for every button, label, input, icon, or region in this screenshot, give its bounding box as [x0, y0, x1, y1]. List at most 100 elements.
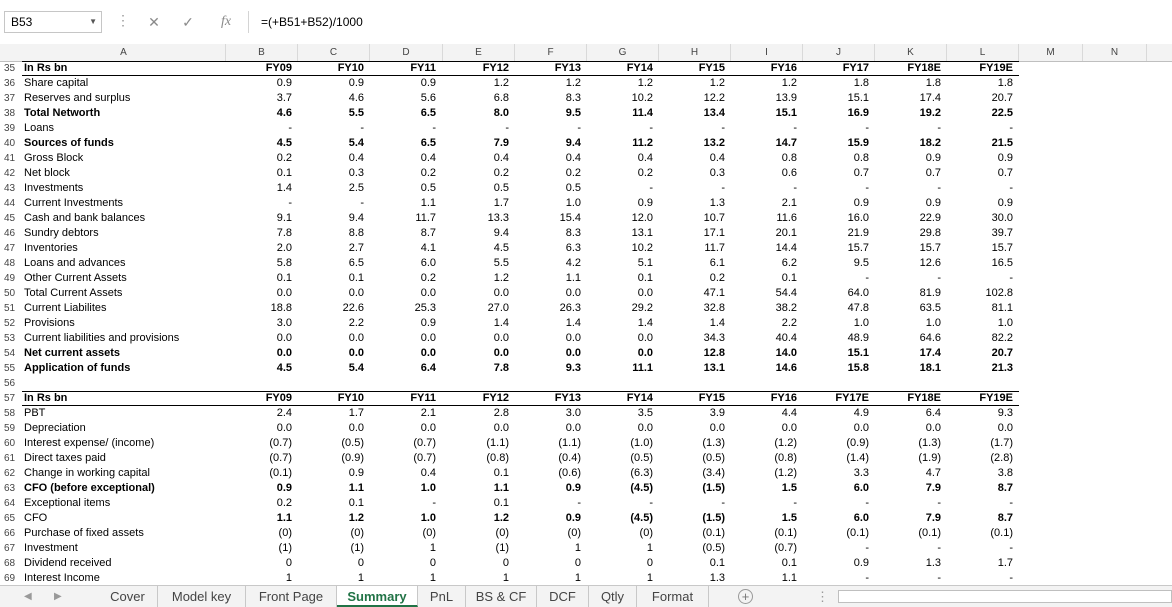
- value-cell[interactable]: 4.6: [276, 107, 292, 119]
- value-cell[interactable]: 18.1: [919, 362, 941, 374]
- value-cell[interactable]: (1.9): [918, 452, 941, 464]
- value-cell[interactable]: 0.9: [348, 77, 364, 89]
- value-cell[interactable]: 0.9: [348, 467, 364, 479]
- row-label-cell[interactable]: Inventories: [24, 242, 78, 254]
- value-cell[interactable]: -: [721, 122, 725, 134]
- value-cell[interactable]: 1.0: [565, 197, 581, 209]
- value-cell[interactable]: -: [288, 122, 292, 134]
- value-cell[interactable]: 2.1: [420, 407, 436, 419]
- value-cell[interactable]: 1.1: [276, 512, 292, 524]
- value-cell[interactable]: 0.4: [420, 152, 436, 164]
- value-cell[interactable]: 0.0: [420, 332, 436, 344]
- row-number[interactable]: 40: [4, 138, 16, 149]
- value-cell[interactable]: 1.2: [637, 77, 653, 89]
- value-cell[interactable]: 40.4: [775, 332, 797, 344]
- value-cell[interactable]: FY12: [482, 392, 509, 404]
- value-cell[interactable]: 8.8: [348, 227, 364, 239]
- value-cell[interactable]: -: [721, 497, 725, 509]
- value-cell[interactable]: 1.1: [348, 482, 364, 494]
- value-cell[interactable]: 1.1: [565, 272, 581, 284]
- value-cell[interactable]: (1): [495, 542, 509, 554]
- row-label-cell[interactable]: Investment: [24, 542, 78, 554]
- value-cell[interactable]: 1.0: [853, 317, 869, 329]
- value-cell[interactable]: 0.0: [276, 287, 292, 299]
- value-cell[interactable]: (1.2): [774, 437, 797, 449]
- row-number[interactable]: 37: [4, 93, 16, 104]
- value-cell[interactable]: 2.4: [276, 407, 292, 419]
- value-cell[interactable]: -: [360, 122, 364, 134]
- value-cell[interactable]: -: [288, 197, 292, 209]
- value-cell[interactable]: 0.6: [781, 167, 797, 179]
- value-cell[interactable]: 9.4: [348, 212, 364, 224]
- value-cell[interactable]: 1.4: [709, 317, 725, 329]
- row-number[interactable]: 42: [4, 168, 16, 179]
- value-cell[interactable]: 17.4: [919, 347, 941, 359]
- value-cell[interactable]: -: [432, 497, 436, 509]
- value-cell[interactable]: 8.7: [997, 482, 1013, 494]
- column-header-f[interactable]: F: [515, 44, 587, 61]
- value-cell[interactable]: 14.7: [775, 137, 797, 149]
- value-cell[interactable]: 0.0: [637, 347, 653, 359]
- value-cell[interactable]: FY10: [337, 62, 364, 74]
- value-cell[interactable]: 1.8: [925, 77, 941, 89]
- value-cell[interactable]: 0.0: [276, 347, 292, 359]
- value-cell[interactable]: 9.4: [493, 227, 509, 239]
- more-options-icon[interactable]: ⋮: [116, 12, 130, 28]
- value-cell[interactable]: 64.6: [919, 332, 941, 344]
- value-cell[interactable]: 0.4: [565, 152, 581, 164]
- value-cell[interactable]: 21.5: [991, 137, 1013, 149]
- row-label-cell[interactable]: Net current assets: [24, 347, 120, 359]
- value-cell[interactable]: 4.9: [853, 407, 869, 419]
- value-cell[interactable]: (0.5): [630, 452, 653, 464]
- column-header-m[interactable]: M: [1019, 44, 1083, 61]
- tab-front-page[interactable]: Front Page: [246, 586, 337, 607]
- value-cell[interactable]: 3.0: [565, 407, 581, 419]
- column-header-d[interactable]: D: [370, 44, 443, 61]
- value-cell[interactable]: -: [937, 572, 941, 584]
- value-cell[interactable]: -: [793, 122, 797, 134]
- value-cell[interactable]: 0.9: [565, 482, 581, 494]
- tab-cover[interactable]: Cover: [98, 586, 158, 607]
- value-cell[interactable]: 10.7: [703, 212, 725, 224]
- value-cell[interactable]: 1.2: [493, 512, 509, 524]
- value-cell[interactable]: (1): [278, 542, 292, 554]
- value-cell[interactable]: 0.0: [493, 347, 509, 359]
- value-cell[interactable]: 9.3: [997, 407, 1013, 419]
- value-cell[interactable]: 0.0: [781, 422, 797, 434]
- value-cell[interactable]: 0.1: [348, 497, 364, 509]
- value-cell[interactable]: 0.0: [565, 347, 581, 359]
- value-cell[interactable]: 1.8: [853, 77, 869, 89]
- value-cell[interactable]: FY14: [626, 392, 653, 404]
- value-cell[interactable]: 2.2: [348, 317, 364, 329]
- value-cell[interactable]: 0.0: [637, 422, 653, 434]
- value-cell[interactable]: 0: [646, 557, 653, 569]
- value-cell[interactable]: 34.3: [703, 332, 725, 344]
- value-cell[interactable]: 47.8: [847, 302, 869, 314]
- value-cell[interactable]: 0.0: [925, 422, 941, 434]
- value-cell[interactable]: -: [505, 122, 509, 134]
- value-cell[interactable]: (3.4): [702, 467, 725, 479]
- value-cell[interactable]: (0.1): [918, 527, 941, 539]
- row-label-cell[interactable]: PBT: [24, 407, 46, 419]
- value-cell[interactable]: 1: [285, 572, 292, 584]
- value-cell[interactable]: 0.2: [493, 167, 509, 179]
- row-number[interactable]: 62: [4, 468, 16, 479]
- value-cell[interactable]: -: [1009, 182, 1013, 194]
- value-cell[interactable]: (0): [567, 527, 581, 539]
- value-cell[interactable]: (4.5): [630, 512, 653, 524]
- value-cell[interactable]: (6.3): [630, 467, 653, 479]
- value-cell[interactable]: (1.4): [846, 452, 869, 464]
- value-cell[interactable]: 0.1: [781, 557, 797, 569]
- row-number[interactable]: 46: [4, 228, 16, 239]
- value-cell[interactable]: 16.0: [847, 212, 869, 224]
- value-cell[interactable]: FY09: [265, 62, 292, 74]
- value-cell[interactable]: 13.4: [703, 107, 725, 119]
- value-cell[interactable]: 9.5: [853, 257, 869, 269]
- value-cell[interactable]: 13.1: [631, 227, 653, 239]
- value-cell[interactable]: -: [793, 497, 797, 509]
- value-cell[interactable]: -: [1009, 272, 1013, 284]
- value-cell[interactable]: -: [1009, 497, 1013, 509]
- row-number[interactable]: 60: [4, 438, 16, 449]
- value-cell[interactable]: 20.7: [991, 347, 1013, 359]
- value-cell[interactable]: -: [865, 272, 869, 284]
